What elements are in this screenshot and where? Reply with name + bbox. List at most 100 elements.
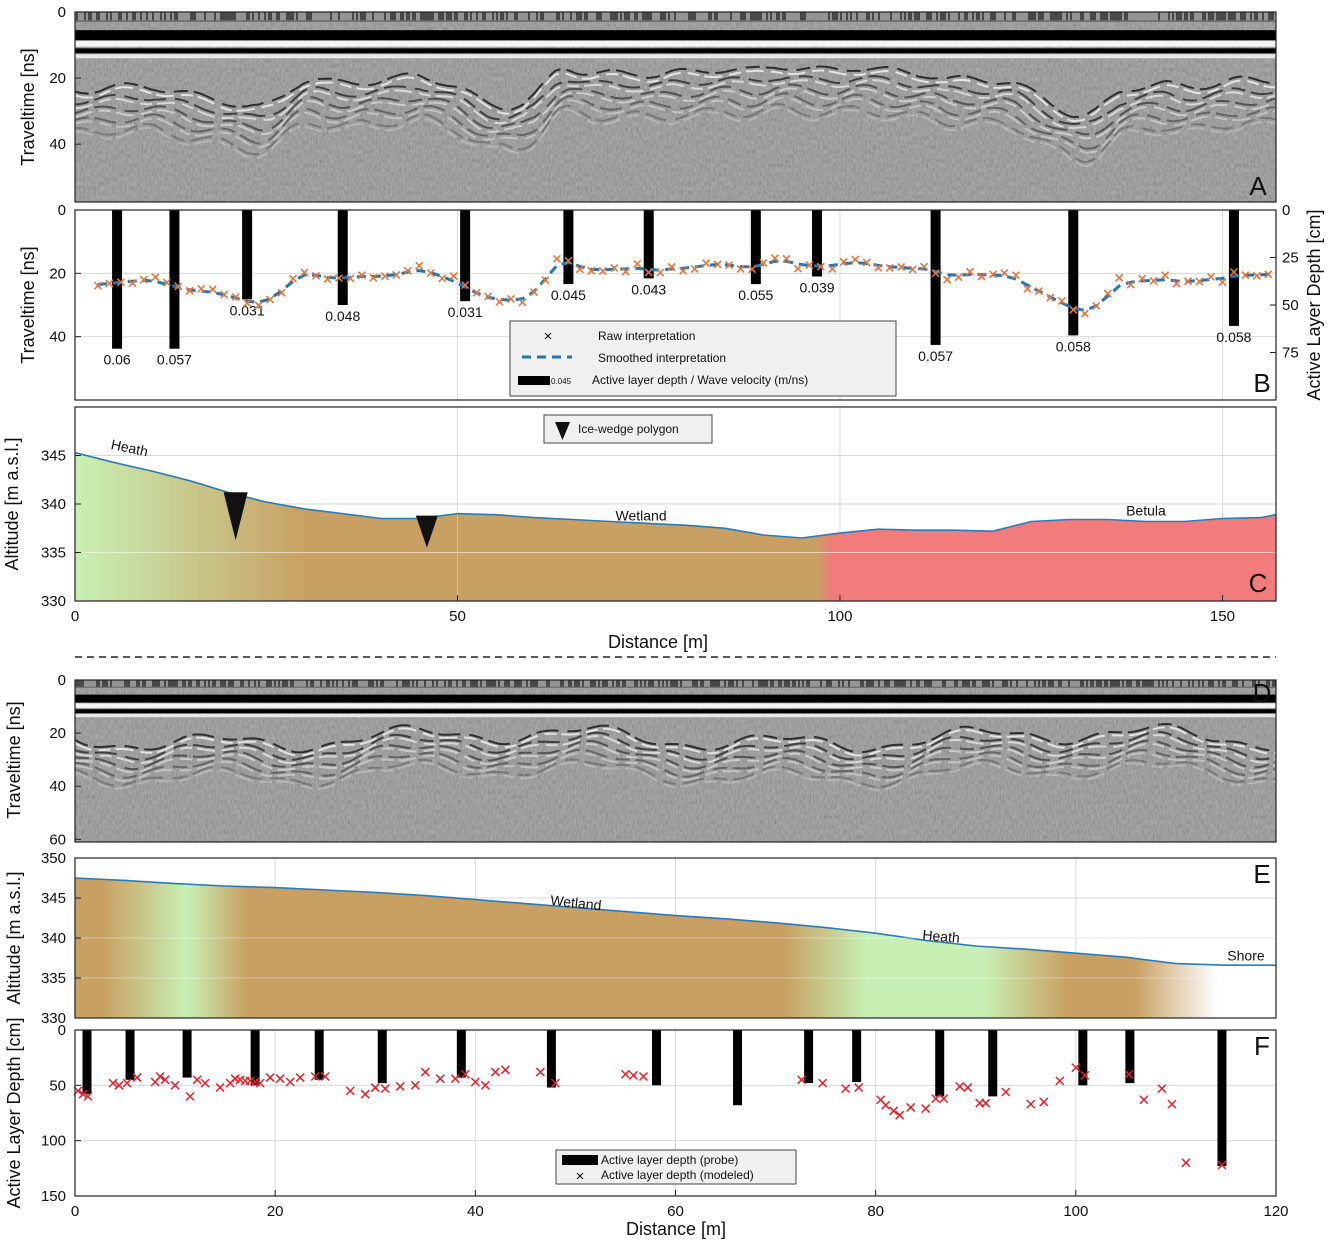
panel-e-grid-overlay <box>75 937 1276 979</box>
panel-b-ylabel-right: Active Layer Depth [cm] <box>1304 209 1324 400</box>
reflection-dark <box>75 758 1276 789</box>
probe-depth-bar <box>456 1030 466 1078</box>
raw-marker <box>1206 272 1216 281</box>
modeled-depth-marker <box>889 1106 899 1116</box>
modeled-depth-marker <box>310 1071 320 1082</box>
reflection-dark <box>75 75 1276 126</box>
reflection-dark <box>75 722 1276 754</box>
raw-marker <box>93 281 103 290</box>
surface-label: Wetland <box>616 507 667 523</box>
raw-marker <box>690 264 699 273</box>
panel-b-letter: B <box>1253 368 1270 398</box>
y-tick-label: 60 <box>49 831 66 848</box>
radar-noise-a <box>75 12 1276 202</box>
panel-d: 0 20 40 60 Traveltime [ns] D <box>4 672 1277 848</box>
terrain-area-c <box>75 452 1276 601</box>
x-tick-label: 20 <box>267 1203 284 1220</box>
raw-marker <box>472 288 481 297</box>
panel-f-letter: F <box>1254 1031 1270 1061</box>
modeled-depth-marker <box>192 1075 202 1085</box>
panel-d-ylabel: Traveltime [ns] <box>4 701 24 818</box>
raw-marker <box>656 268 665 277</box>
panel-a: 0 20 40 Traveltime [ns] A <box>18 4 1277 203</box>
probe-bar <box>563 210 574 285</box>
raw-marker <box>1000 268 1009 278</box>
raw-marker <box>793 264 802 273</box>
ice-wedge-marker <box>415 515 438 548</box>
raw-marker <box>954 273 963 282</box>
legend-bar-label: Active layer depth / Wave velocity (m/ns… <box>592 373 808 387</box>
probe-bar <box>643 210 654 279</box>
modeled-depth-marker <box>114 1080 124 1090</box>
reflection-light <box>75 761 1276 792</box>
modeled-depth-marker <box>410 1080 420 1090</box>
raw-marker <box>862 258 871 267</box>
modeled-depth-marker <box>931 1094 941 1104</box>
reflection-light <box>75 69 1276 123</box>
reflection-light <box>75 742 1276 774</box>
modeled-depth-marker <box>160 1075 170 1085</box>
probe-depth-bar <box>546 1030 556 1088</box>
y-tick-label: 335 <box>41 970 66 987</box>
modeled-depth-marker <box>628 1070 638 1080</box>
terrain-surface-c <box>74 451 1277 539</box>
raw-marker <box>713 260 722 269</box>
raw-marker <box>1161 271 1170 280</box>
velocity-label: 0.057 <box>918 348 953 364</box>
modeled-depth-marker <box>460 1069 470 1079</box>
x-tick-label: 60 <box>667 1203 684 1220</box>
y-tick-label: 25 <box>1282 250 1299 267</box>
raw-marker <box>449 272 458 281</box>
raw-marker <box>208 285 217 294</box>
y-tick-label: 20 <box>49 70 66 87</box>
velocity-label: 0.058 <box>1056 338 1091 354</box>
modeled-depth-marker <box>420 1067 430 1077</box>
raw-marker <box>300 268 309 277</box>
modeled-depth-marker <box>881 1100 891 1110</box>
panel-a-letter: A <box>1249 171 1267 201</box>
modeled-depth-marker <box>550 1078 560 1088</box>
modeled-depth-marker <box>1157 1084 1167 1094</box>
modeled-depth-marker <box>854 1083 864 1093</box>
velocity-label: 0.045 <box>551 287 586 303</box>
raw-marker <box>805 261 814 270</box>
y-tick-label: 0 <box>58 1022 66 1039</box>
raw-marker <box>1126 280 1135 289</box>
raw-marker <box>277 288 286 297</box>
panel-d-letter: D <box>1253 678 1272 708</box>
panel-c-surface-labels: Heath Wetland Betula <box>110 436 1166 523</box>
raw-marker <box>920 262 929 271</box>
probe-bar <box>337 210 348 305</box>
modeled-depth-marker <box>1026 1099 1036 1109</box>
panel-e-surface-labels: Wetland Heath Shore <box>550 892 1265 963</box>
modeled-depth-marker <box>285 1077 295 1087</box>
legend-bar-example: 0.045 <box>551 377 572 386</box>
x-tick-label: 150 <box>1210 608 1235 625</box>
modeled-depth-marker <box>620 1069 630 1079</box>
raw-marker <box>128 279 137 288</box>
raw-marker <box>644 268 653 277</box>
y-tick-label: 40 <box>49 136 66 153</box>
panel-f-y-ticks: 0 50 100 150 <box>41 1022 81 1205</box>
raw-marker <box>162 278 171 287</box>
direct-wave-light <box>75 703 1276 708</box>
modeled-depth-marker <box>1217 1160 1227 1170</box>
raw-marker <box>415 261 424 270</box>
ice-wedge-legend-icon <box>555 422 570 440</box>
raw-marker <box>782 254 791 263</box>
legend-bar-swatch <box>518 376 550 385</box>
panel-c-letter: C <box>1249 568 1268 598</box>
legend-raw-marker: × <box>544 328 553 345</box>
raw-marker <box>1092 301 1101 311</box>
modeled-depth-marker <box>797 1075 807 1085</box>
raw-marker <box>495 297 504 306</box>
raw-marker <box>197 284 206 293</box>
raw-marker <box>369 273 378 282</box>
raw-marker <box>1011 271 1020 280</box>
x-tick-label: 50 <box>449 608 466 625</box>
y-tick-label: 335 <box>41 545 66 562</box>
legend-wedge-label: Ice-wedge polygon <box>578 422 679 436</box>
panel-a-y-ticks: 0 20 40 <box>49 4 81 153</box>
legend-probe-swatch <box>562 1155 598 1165</box>
terrain-surface-e <box>74 877 1276 966</box>
